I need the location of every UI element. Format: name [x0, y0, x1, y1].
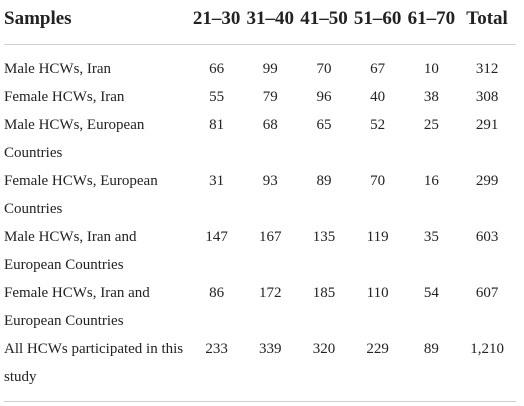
cell-value: 135	[312, 229, 336, 245]
header-age-21-30: 21–30	[189, 0, 244, 45]
demographics-table: Samples 21–30 31–40 41–50 51–60 61–70 To…	[4, 0, 516, 402]
cell-total: 299	[475, 173, 499, 189]
cell-value: 70	[370, 173, 386, 189]
cell-total: 308	[475, 89, 499, 105]
cell-value: 89	[316, 173, 332, 189]
cell-value: 25	[423, 117, 439, 133]
cell-value: 81	[209, 117, 225, 133]
cell-value: 229	[350, 335, 405, 402]
cell-value: 119	[366, 229, 389, 245]
cell-value: 35	[423, 229, 439, 245]
cell-total: 1,210	[458, 335, 516, 402]
cell-value: 86	[209, 285, 225, 301]
row-label: Female HCWs, Iran and European Countries	[4, 285, 150, 329]
cell-value: 16	[423, 173, 439, 189]
table-row: Female HCWs, European Countries 31 93 89…	[4, 167, 516, 223]
header-total: Total	[458, 0, 516, 45]
cell-value: 167	[259, 229, 282, 245]
cell-value: 93	[262, 173, 278, 189]
header-age-51-60: 51–60	[350, 0, 405, 45]
cell-value: 79	[262, 89, 278, 105]
table-row: Female HCWs, Iran 55 79 96 40 38 308	[4, 83, 516, 111]
cell-value: 66	[209, 61, 225, 77]
cell-value: 31	[209, 173, 225, 189]
cell-value: 65	[316, 117, 332, 133]
table-row: Male HCWs, Iran 66 99 70 67 10 312	[4, 45, 516, 84]
cell-value: 172	[259, 285, 282, 301]
cell-value: 70	[316, 61, 332, 77]
cell-value: 67	[370, 61, 386, 77]
cell-value: 320	[297, 335, 351, 402]
cell-value: 339	[243, 335, 298, 402]
cell-value: 40	[370, 89, 386, 105]
cell-value: 54	[423, 285, 439, 301]
cell-value: 38	[423, 89, 439, 105]
cell-value: 110	[366, 285, 389, 301]
row-label: Female HCWs, Iran	[4, 89, 125, 105]
table-row: Female HCWs, Iran and European Countries…	[4, 279, 516, 335]
cell-value: 233	[189, 335, 244, 402]
cell-total: 291	[475, 117, 499, 133]
cell-value: 96	[316, 89, 332, 105]
cell-value: 10	[423, 61, 439, 77]
cell-value: 99	[262, 61, 278, 77]
row-label: All HCWs participated in this study	[4, 335, 190, 402]
cell-total: 603	[475, 229, 499, 245]
row-label: Male HCWs, Iran	[4, 61, 112, 77]
row-label: Male HCWs, European Countries	[4, 117, 145, 161]
cell-value: 52	[370, 117, 386, 133]
row-label: Female HCWs, European Countries	[4, 173, 158, 217]
cell-value: 89	[404, 335, 459, 402]
header-samples: Samples	[4, 0, 190, 45]
header-row: Samples 21–30 31–40 41–50 51–60 61–70 To…	[4, 0, 516, 45]
table-row: Male HCWs, Iran and European Countries 1…	[4, 223, 516, 279]
cell-total: 312	[475, 61, 499, 77]
cell-value: 147	[205, 229, 228, 245]
cell-value: 185	[312, 285, 336, 301]
cell-total: 607	[475, 285, 499, 301]
header-age-31-40: 31–40	[243, 0, 298, 45]
header-age-41-50: 41–50	[297, 0, 351, 45]
cell-value: 55	[209, 89, 225, 105]
header-age-61-70: 61–70	[404, 0, 459, 45]
table-row: Male HCWs, European Countries 81 68 65 5…	[4, 111, 516, 167]
row-label: Male HCWs, Iran and European Countries	[4, 229, 137, 273]
table-row: All HCWs participated in this study 233 …	[4, 335, 516, 402]
cell-value: 68	[262, 117, 278, 133]
